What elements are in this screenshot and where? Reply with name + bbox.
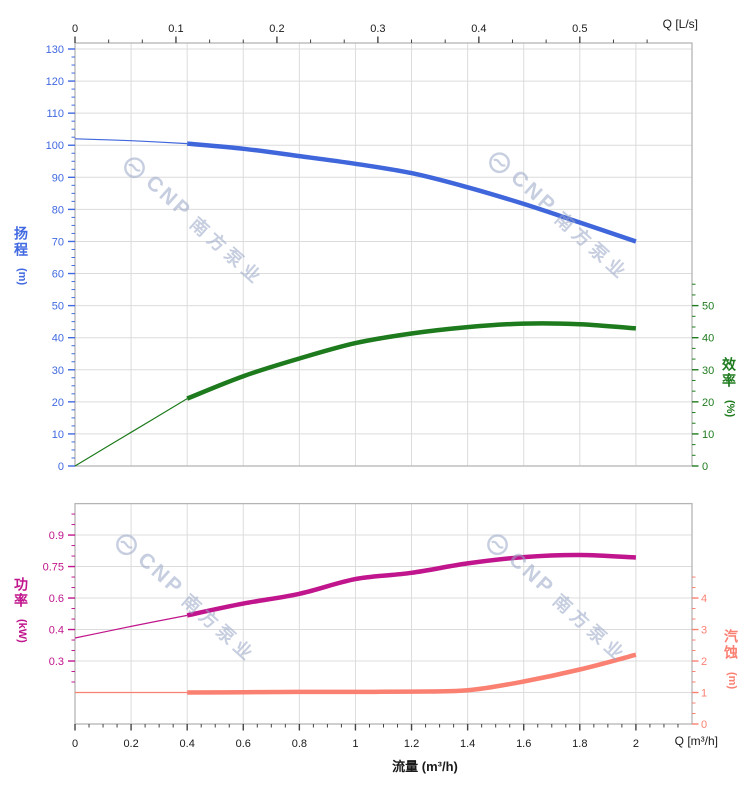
bottom-axis-tick-label: 1 xyxy=(352,738,358,750)
power-curve xyxy=(186,552,636,618)
top-axis-tick-label: 0.3 xyxy=(370,23,385,35)
head-axis-tick-label: 10 xyxy=(52,429,64,441)
head-axis-tick-label: 110 xyxy=(46,108,64,120)
top-axis-tick-label: 0.1 xyxy=(168,23,183,35)
bottom-axis-tick-label: 0.2 xyxy=(123,738,138,750)
npsh-axis-tick-label: 3 xyxy=(701,625,707,637)
bottom-axis-tick-label: 2 xyxy=(633,738,639,750)
head-axis-tick-label: 70 xyxy=(52,236,64,248)
power-axis-unit: (kW) xyxy=(16,619,28,643)
power-axis-title: 功率 xyxy=(13,577,29,609)
head-axis-tick-label: 100 xyxy=(46,140,64,152)
head-axis-tick-label: 20 xyxy=(52,397,64,409)
top-axis-tick-label: 0 xyxy=(72,23,78,35)
bottom-axis-tick-label: 0.6 xyxy=(236,738,251,750)
head-axis-tick-label: 90 xyxy=(52,172,64,184)
head-axis-tick-label: 50 xyxy=(52,301,64,313)
head-axis-unit: (m) xyxy=(16,268,28,286)
top-axis-title: Q [L/s] xyxy=(662,17,698,31)
head-curve-min-flow xyxy=(74,138,188,145)
power-axis-tick-label: 0.3 xyxy=(49,656,64,668)
npsh-axis-title: 汽蚀 xyxy=(723,629,739,661)
efficiency-curve xyxy=(186,321,637,401)
head-axis-tick-label: 30 xyxy=(52,365,64,377)
power-axis-tick-label: 0.9 xyxy=(49,530,64,542)
efficiency-axis-tick-label: 10 xyxy=(702,429,714,441)
head-axis-tick-label: 80 xyxy=(52,204,64,216)
head-axis-tick-label: 0 xyxy=(58,461,64,473)
power-axis-tick-label: 0.6 xyxy=(49,593,64,605)
npsh-curve xyxy=(187,652,637,695)
bottom-axis-tick-label: 1.6 xyxy=(516,738,531,750)
bottom-axis-title: Q [m³/h] xyxy=(674,734,718,748)
power-curve-min-flow xyxy=(74,614,188,639)
top-panel-border xyxy=(74,42,693,467)
head-axis-tick-label: 120 xyxy=(46,76,64,88)
power-axis-tick-label: 0.75 xyxy=(43,562,64,574)
npsh-axis-tick-label: 1 xyxy=(701,688,707,700)
npsh-axis-tick-label: 2 xyxy=(701,656,707,668)
x-axis-label: 流量 (m³/h) xyxy=(392,759,458,774)
efficiency-axis-tick-label: 30 xyxy=(702,365,714,377)
power-axis-tick-label: 0.4 xyxy=(49,625,64,637)
npsh-axis-unit: (m) xyxy=(726,672,738,690)
bottom-axis-tick-label: 0.4 xyxy=(180,738,195,750)
bottom-axis-tick-label: 0.8 xyxy=(292,738,307,750)
bottom-axis-tick-label: 1.2 xyxy=(404,738,419,750)
efficiency-axis-tick-label: 40 xyxy=(702,333,714,345)
bottom-axis-tick-label: 1.4 xyxy=(460,738,475,750)
npsh-axis-tick-label: 0 xyxy=(701,719,707,731)
npsh-axis-tick-label: 4 xyxy=(701,593,707,605)
efficiency-axis-title: 效率 xyxy=(721,357,737,389)
head-axis-tick-label: 60 xyxy=(52,269,64,281)
efficiency-axis-unit: (%) xyxy=(724,400,736,418)
efficiency-axis-tick-label: 0 xyxy=(702,461,708,473)
top-axis-tick-label: 0.2 xyxy=(269,23,284,35)
head-axis-tick-label: 130 xyxy=(46,44,64,56)
bottom-axis-tick-label: 0 xyxy=(72,738,78,750)
head-curve xyxy=(186,141,637,244)
head-axis-title: 扬程 xyxy=(13,226,29,258)
head-axis-tick-label: 40 xyxy=(52,333,64,345)
top-axis-tick-label: 0.5 xyxy=(572,23,587,35)
efficiency-axis-tick-label: 20 xyxy=(702,397,714,409)
efficiency-axis-tick-label: 50 xyxy=(702,301,714,313)
efficiency-curve-min-flow xyxy=(74,398,188,467)
top-axis-tick-label: 0.4 xyxy=(471,23,486,35)
bottom-axis-tick-label: 1.8 xyxy=(572,738,587,750)
